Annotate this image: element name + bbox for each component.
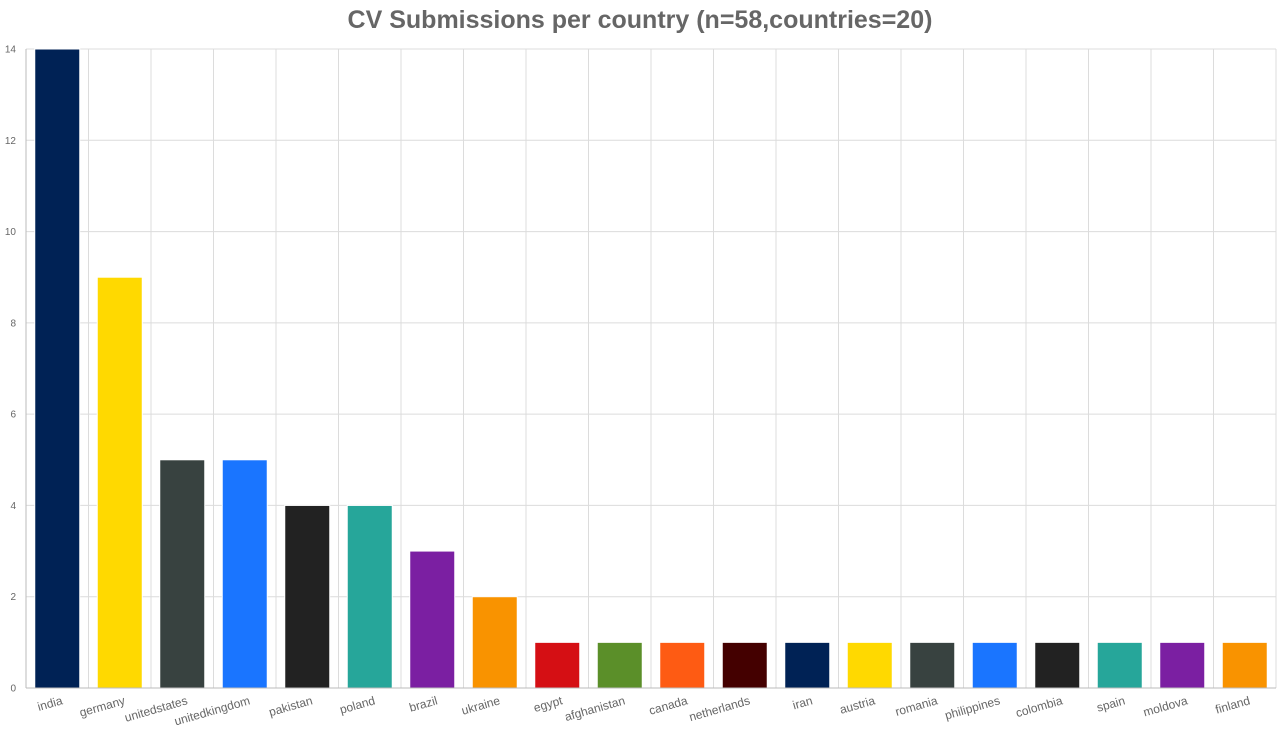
x-tick-label: canada	[647, 693, 689, 717]
x-tick-label: egypt	[532, 693, 565, 715]
bar-moldova[interactable]	[1159, 641, 1206, 689]
bar-poland[interactable]	[346, 504, 393, 689]
x-tick-label: afghanistan	[563, 693, 627, 724]
x-tick-label: iran	[791, 693, 814, 712]
x-tick-label: philippines	[943, 693, 1001, 722]
y-tick-label: 4	[10, 501, 16, 512]
bar-germany[interactable]	[96, 276, 143, 689]
bar-ukraine[interactable]	[471, 596, 518, 689]
grid	[25, 48, 1277, 689]
y-tick-label: 10	[5, 227, 17, 238]
y-tick-label: 14	[5, 45, 17, 56]
bar-india[interactable]	[34, 48, 81, 689]
x-tick-label: poland	[338, 693, 377, 716]
bar-canada[interactable]	[659, 641, 706, 689]
x-tick-label: india	[36, 693, 65, 714]
x-tick-label: netherlands	[687, 693, 751, 724]
bar-romania[interactable]	[909, 641, 956, 689]
y-axis-ticks: 0 2 4 6 8 10 12 14	[5, 45, 17, 695]
bars	[34, 48, 1268, 689]
x-tick-label: germany	[78, 693, 127, 719]
y-tick-label: 12	[5, 136, 17, 147]
x-tick-label: brazil	[408, 693, 439, 714]
bar-brazil[interactable]	[409, 550, 456, 689]
bar-egypt[interactable]	[534, 641, 581, 689]
bar-colombia[interactable]	[1034, 641, 1081, 689]
y-tick-label: 0	[10, 684, 16, 695]
y-tick-label: 2	[10, 592, 16, 603]
bar-netherlands[interactable]	[721, 641, 768, 689]
bar-philippines[interactable]	[971, 641, 1018, 689]
x-tick-label: romania	[894, 693, 940, 718]
y-tick-label: 8	[10, 318, 16, 329]
axes	[25, 49, 1276, 689]
bar-pakistan[interactable]	[284, 504, 331, 689]
chart-title: CV Submissions per country (n=58,countri…	[347, 6, 933, 34]
x-tick-label: ukraine	[460, 693, 502, 717]
x-tick-label: austria	[838, 693, 877, 716]
bar-iran[interactable]	[784, 641, 831, 689]
x-tick-label: pakistan	[267, 693, 314, 719]
x-tick-label: moldova	[1142, 693, 1190, 719]
bar-austria[interactable]	[846, 641, 893, 689]
bar-finland[interactable]	[1221, 641, 1268, 689]
bar-spain[interactable]	[1096, 641, 1143, 689]
x-tick-label: spain	[1095, 693, 1126, 714]
x-tick-label: finland	[1214, 693, 1252, 716]
bar-unitedstates[interactable]	[159, 459, 206, 689]
bar-unitedkingdom[interactable]	[221, 459, 268, 689]
y-tick-label: 6	[10, 410, 16, 421]
bar-afghanistan[interactable]	[596, 641, 643, 689]
x-tick-label: colombia	[1014, 693, 1064, 720]
